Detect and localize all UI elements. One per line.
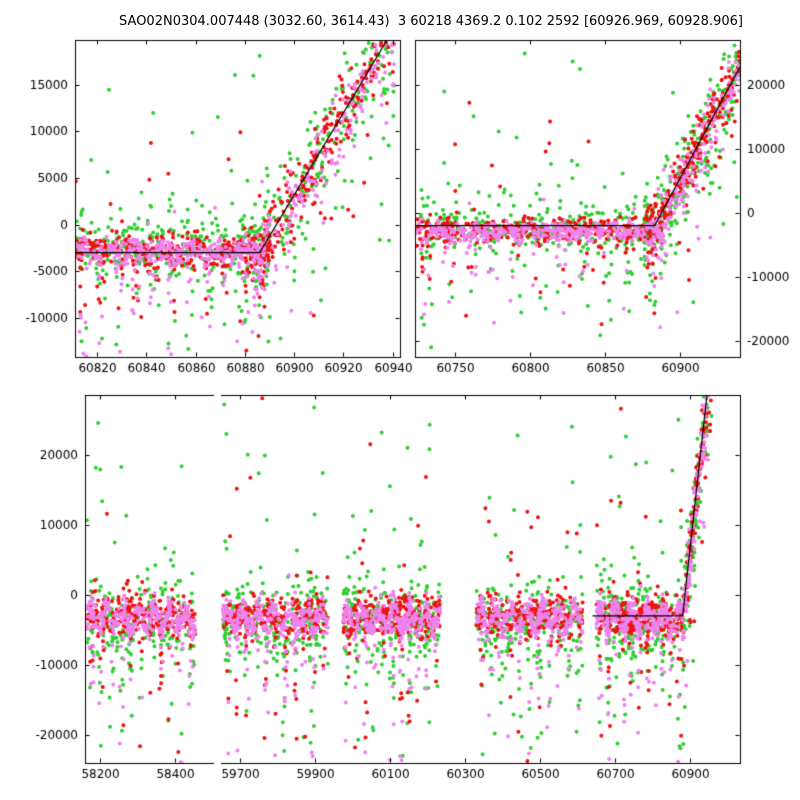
figure: SAO02N0304.007448 (3032.60, 3614.43) 3 6… <box>0 0 800 800</box>
figure-canvas <box>0 0 800 800</box>
